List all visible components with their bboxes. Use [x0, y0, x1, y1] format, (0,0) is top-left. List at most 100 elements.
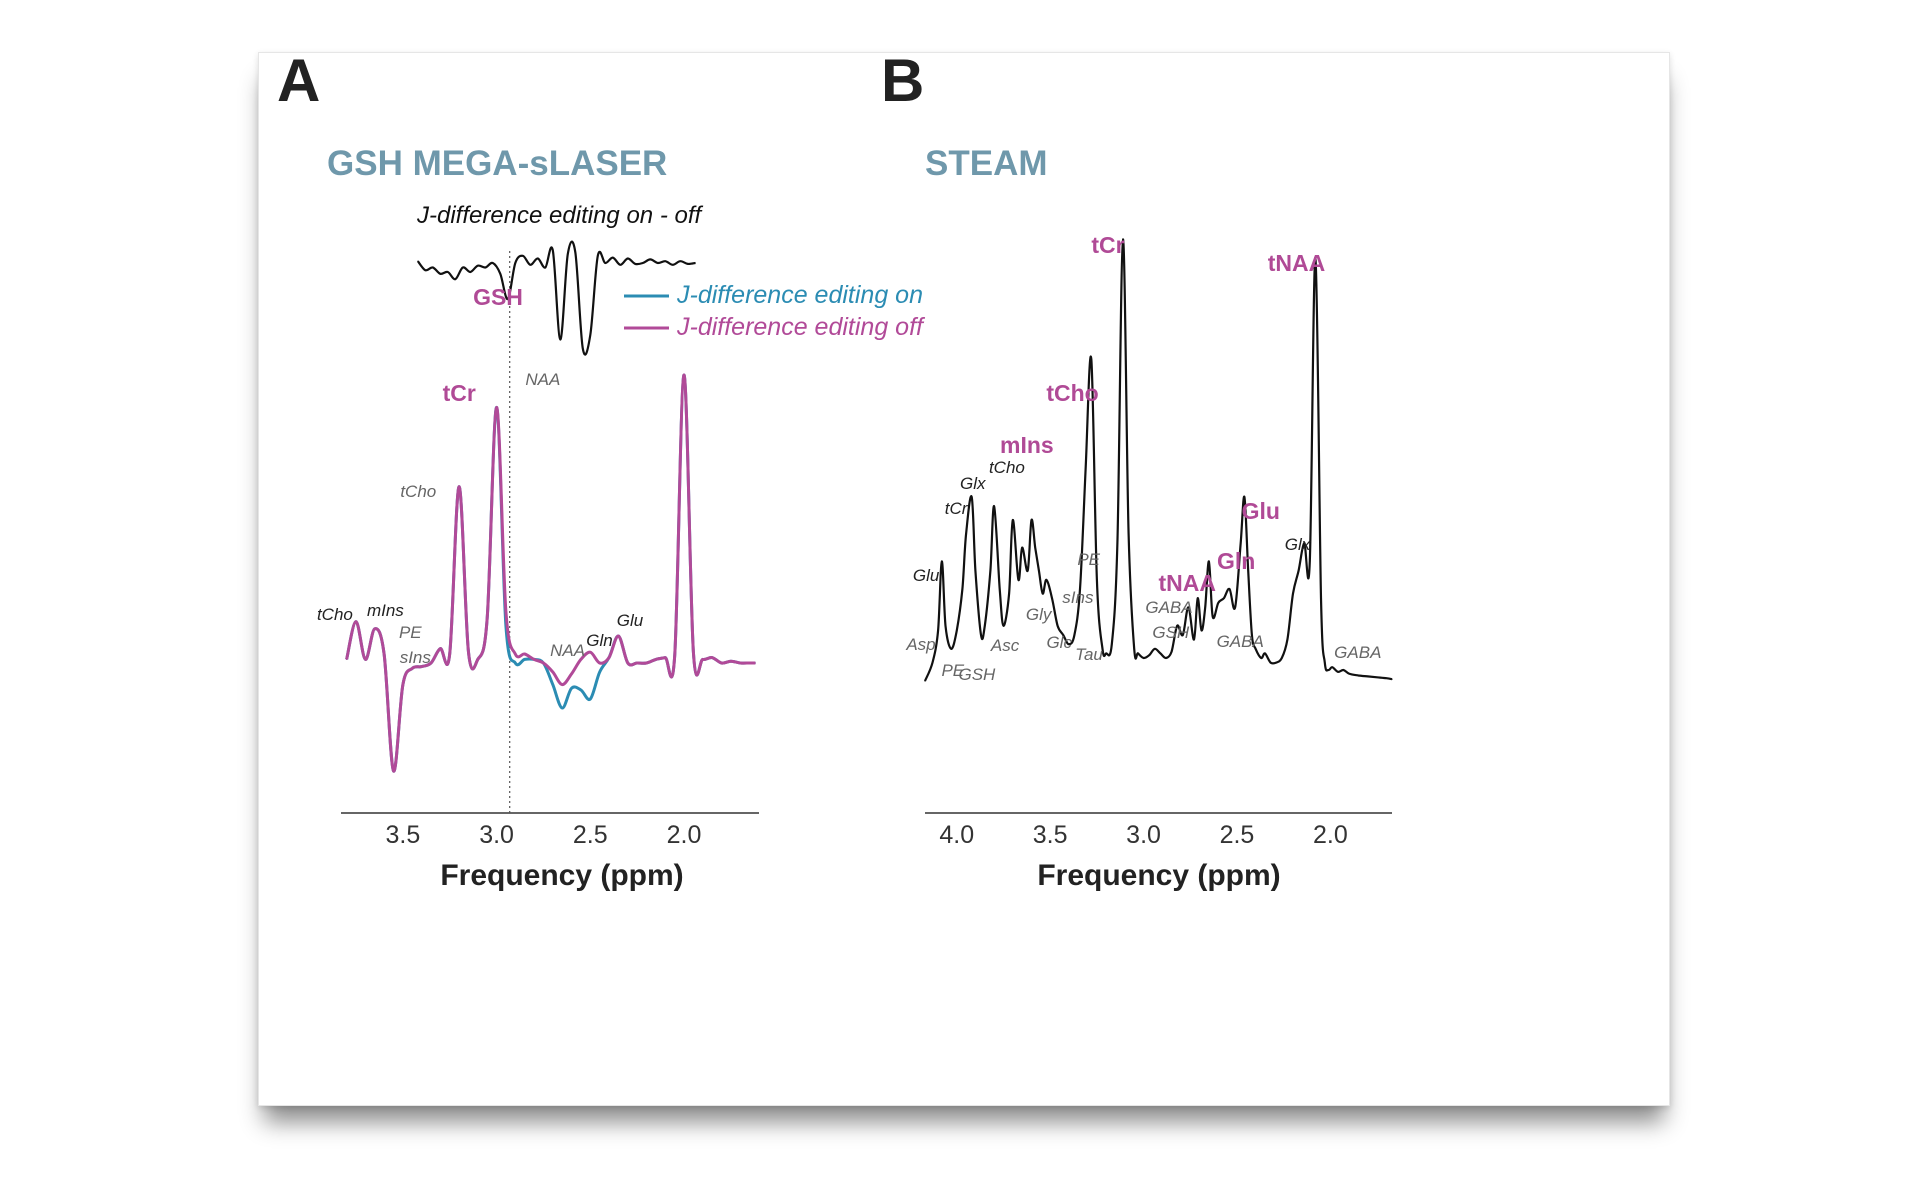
data-point: [1357, 674, 1359, 677]
data-point: [961, 588, 964, 590]
data-point: [664, 657, 666, 659]
peak-label-gln: Gln: [586, 631, 612, 650]
data-point: [1193, 639, 1195, 641]
data-point: [720, 662, 723, 664]
data-point: [1079, 588, 1081, 590]
x-tick-label: 2.0: [667, 821, 702, 849]
data-point: [1122, 238, 1124, 240]
figure-card: A GSH MEGA-sLASER J-difference editing o…: [258, 52, 1670, 1106]
data-point: [924, 680, 926, 682]
data-point: [432, 266, 434, 269]
data-point: [1303, 542, 1305, 544]
data-point: [537, 257, 539, 260]
data-point: [439, 273, 441, 275]
series-line-j-difference-editing-on: [345, 373, 756, 773]
data-point: [599, 671, 601, 673]
peak-label-glx: Glx: [1285, 535, 1311, 554]
data-point: [477, 265, 479, 267]
peak-label-tau: Tau: [1075, 645, 1103, 664]
panel-a: A GSH MEGA-sLASER J-difference editing o…: [277, 53, 926, 892]
panel-a-xlabel: Frequency (ppm): [440, 859, 683, 892]
data-point: [492, 262, 494, 264]
panel-b-xlabel: Frequency (ppm): [1037, 859, 1280, 892]
data-point: [1208, 560, 1210, 562]
data-point: [1327, 669, 1330, 671]
data-point: [1148, 654, 1150, 656]
data-point: [1320, 597, 1322, 599]
peak-label-tcho: tCho: [989, 458, 1025, 477]
data-point: [505, 612, 507, 614]
data-point: [1255, 648, 1257, 650]
data-point: [672, 264, 674, 266]
data-point: [1243, 496, 1245, 498]
data-point: [655, 658, 657, 661]
data-point: [561, 684, 563, 686]
data-point: [1309, 560, 1311, 562]
panel-a-letter: A: [277, 53, 320, 114]
data-point: [1133, 648, 1135, 650]
data-point: [514, 662, 516, 664]
data-point: [1342, 669, 1344, 671]
data-point: [1182, 634, 1184, 636]
peak-label-tcr: tCr: [1091, 232, 1124, 258]
data-point: [664, 260, 666, 262]
x-tick-label: 3.5: [1033, 821, 1068, 849]
data-point: [529, 264, 531, 266]
data-point: [636, 662, 638, 664]
data-point: [1057, 625, 1059, 627]
data-point: [1212, 616, 1214, 618]
data-point: [1228, 588, 1231, 590]
data-point: [999, 588, 1001, 590]
peak-label-glc: Glc: [1046, 633, 1072, 652]
peak-label-gln: Gln: [1217, 548, 1255, 574]
data-point: [749, 662, 751, 664]
data-point: [1314, 257, 1316, 259]
data-point: [974, 570, 977, 572]
data-point: [1367, 675, 1369, 678]
data-point: [1051, 597, 1053, 599]
data-point: [383, 653, 385, 655]
data-point: [944, 625, 947, 627]
data-point: [950, 648, 952, 650]
data-point: [1187, 606, 1189, 609]
panel-b-annotations: tCrtNAAtChomInsGluGlntNAAtChoGlxtCrGluGl…: [905, 232, 1381, 684]
data-point: [1171, 651, 1173, 653]
panel-a-series: [345, 240, 756, 773]
data-point: [514, 653, 516, 655]
data-point: [754, 662, 756, 664]
data-point: [467, 651, 470, 653]
data-point: [477, 658, 479, 661]
data-point: [574, 251, 576, 253]
data-point: [608, 657, 610, 659]
data-point: [645, 662, 648, 664]
data-point: [507, 298, 509, 300]
data-point: [544, 266, 546, 269]
data-point: [1101, 648, 1104, 650]
data-point: [965, 533, 967, 535]
peak-label-mins: mIns: [367, 601, 404, 620]
data-point: [989, 570, 992, 572]
data-point: [1337, 671, 1339, 673]
data-point: [559, 338, 561, 341]
data-point: [1275, 662, 1277, 664]
peak-label-gsh: GSH: [1152, 623, 1190, 642]
peak-label-mins: mIns: [1000, 432, 1054, 458]
data-point: [1128, 533, 1130, 535]
data-point: [552, 249, 554, 251]
data-point: [604, 262, 606, 264]
data-point: [931, 662, 934, 664]
data-point: [1281, 657, 1283, 659]
data-point: [1298, 570, 1300, 572]
legend-label-off: J-difference editing off: [676, 313, 926, 341]
data-point: [402, 684, 404, 686]
series-line-j-difference-editing-on-off: [417, 240, 696, 356]
peak-label-gaba: GABA: [1217, 632, 1264, 651]
data-point: [1090, 358, 1092, 360]
data-point: [346, 658, 348, 661]
peak-label-glu: Glu: [1242, 498, 1280, 524]
data-point: [687, 263, 689, 265]
data-point: [1096, 579, 1098, 581]
data-point: [956, 629, 958, 632]
data-point: [561, 707, 563, 709]
